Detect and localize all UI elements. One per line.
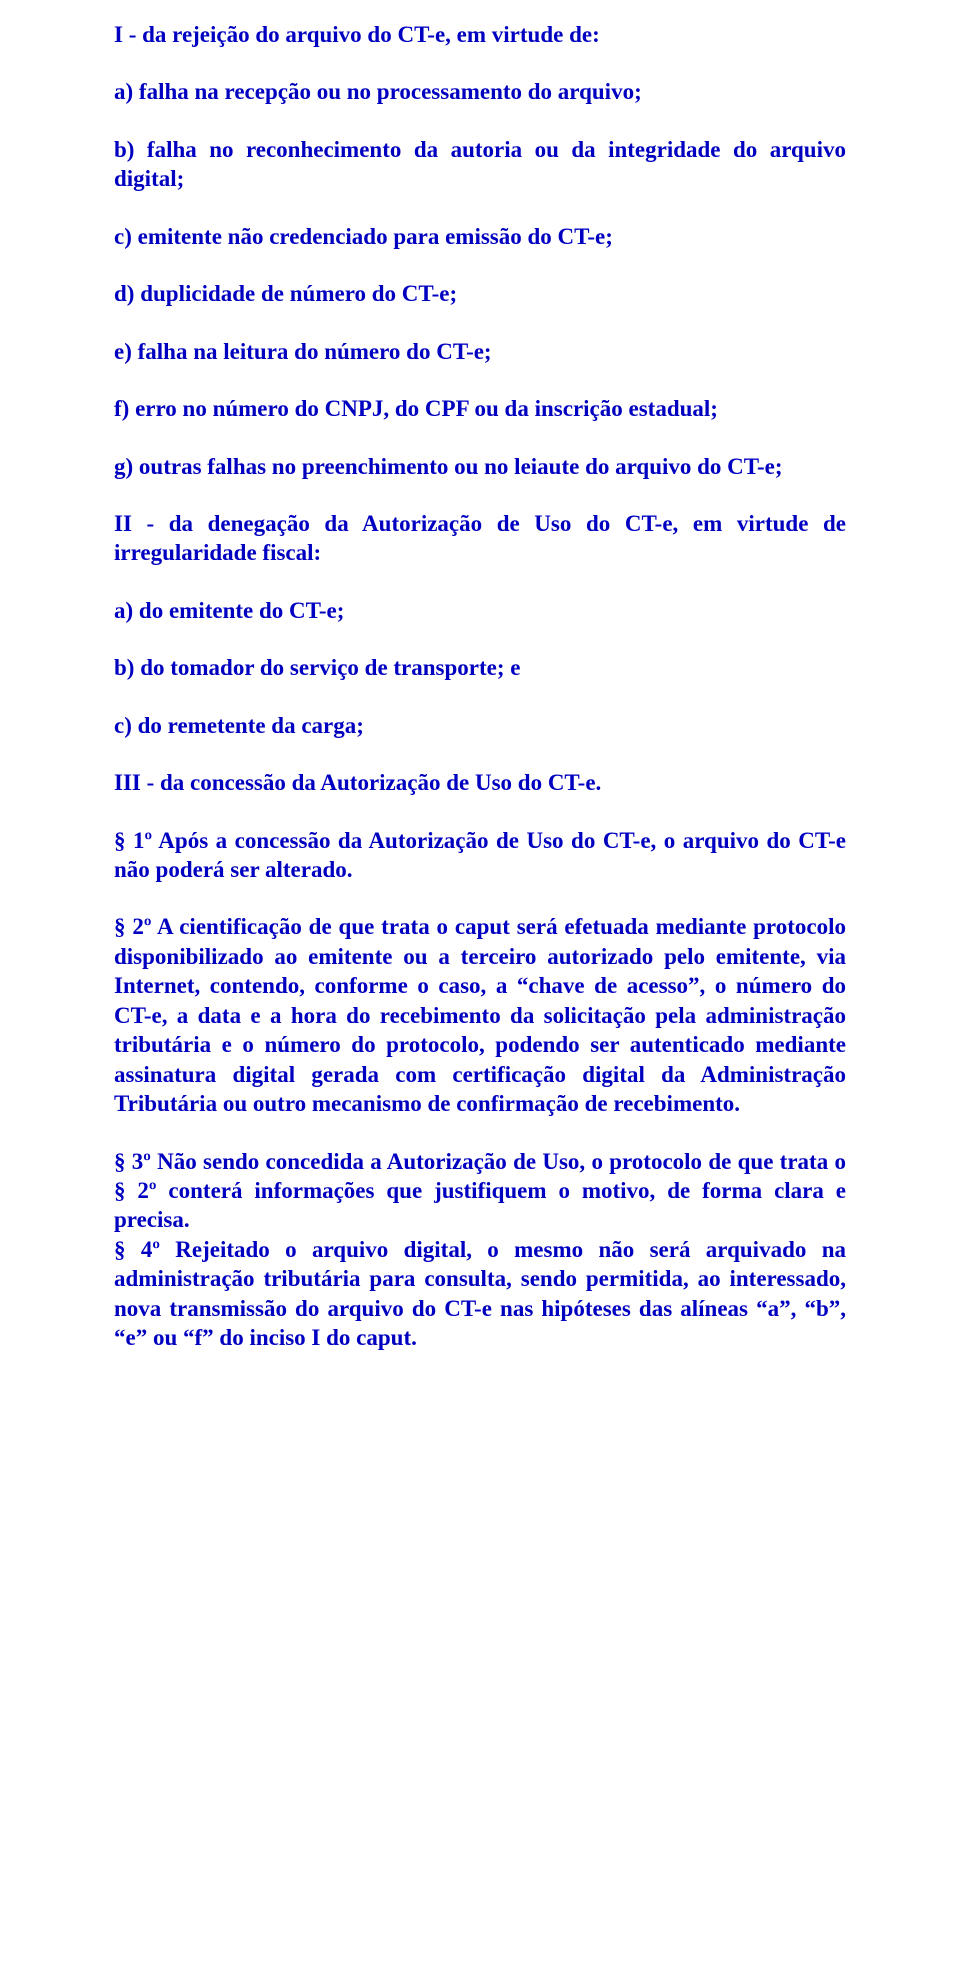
paragraph: b) do tomador do serviço de transporte; … — [114, 653, 846, 682]
paragraph: c) emitente não credenciado para emissão… — [114, 222, 846, 251]
paragraph: § 2º A cientificação de que trata o capu… — [114, 912, 846, 1118]
paragraph: a) do emitente do CT-e; — [114, 596, 846, 625]
paragraph: § 3º Não sendo concedida a Autorização d… — [114, 1147, 846, 1235]
paragraph: b) falha no reconhecimento da autoria ou… — [114, 135, 846, 194]
paragraph: § 4º Rejeitado o arquivo digital, o mesm… — [114, 1235, 846, 1353]
paragraph: II - da denegação da Autorização de Uso … — [114, 509, 846, 568]
paragraph: I - da rejeição do arquivo do CT-e, em v… — [114, 20, 846, 49]
paragraph: § 1º Após a concessão da Autorização de … — [114, 826, 846, 885]
paragraph: f) erro no número do CNPJ, do CPF ou da … — [114, 394, 846, 423]
paragraph: c) do remetente da carga; — [114, 711, 846, 740]
paragraph: a) falha na recepção ou no processamento… — [114, 77, 846, 106]
document-body: I - da rejeição do arquivo do CT-e, em v… — [114, 20, 846, 1353]
paragraph: e) falha na leitura do número do CT-e; — [114, 337, 846, 366]
paragraph: g) outras falhas no preenchimento ou no … — [114, 452, 846, 481]
paragraph: d) duplicidade de número do CT-e; — [114, 279, 846, 308]
paragraph: III - da concessão da Autorização de Uso… — [114, 768, 846, 797]
